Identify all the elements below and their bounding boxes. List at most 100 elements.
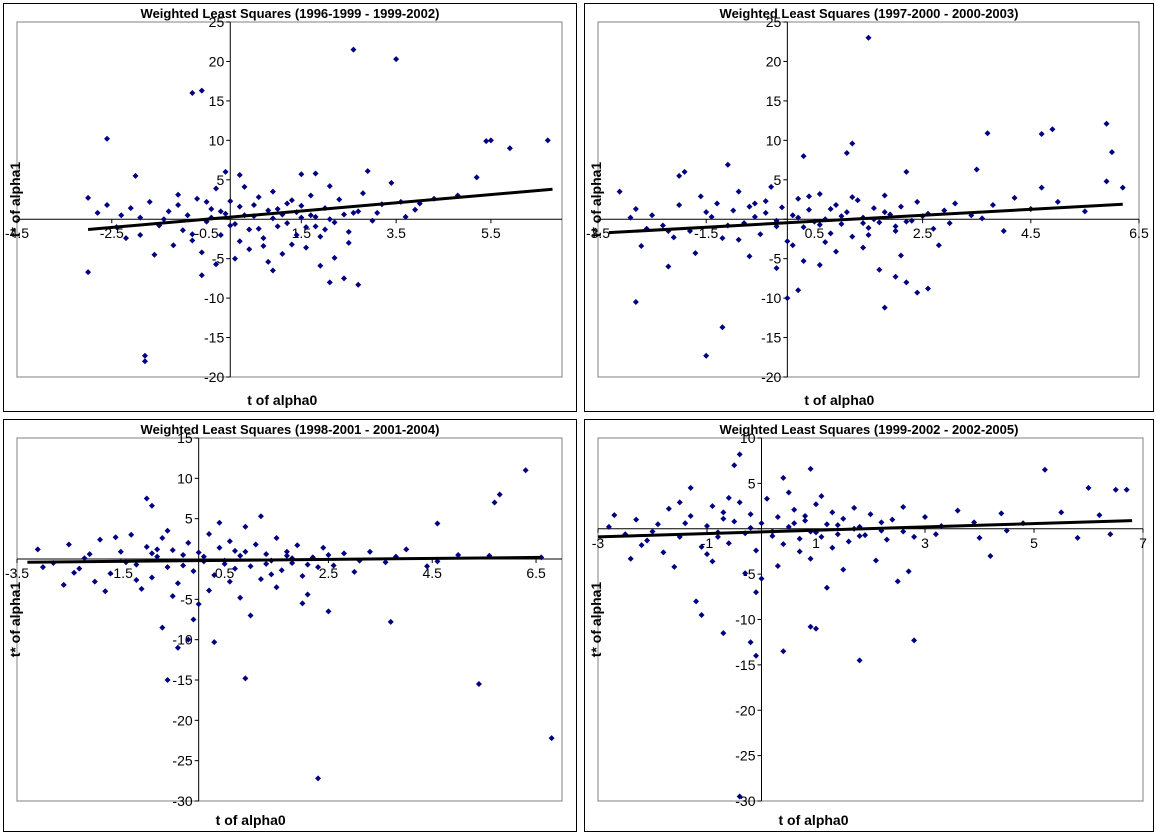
data-point [143,495,150,502]
data-point [778,204,785,211]
data-point [217,232,224,238]
data-point [984,130,991,137]
data-point [1096,512,1103,519]
data-point [359,190,366,197]
data-point [164,527,171,534]
data-point [403,546,410,553]
data-point [878,519,885,526]
data-point [222,168,229,175]
data-point [190,568,197,575]
data-point [736,793,743,800]
data-point [137,232,144,238]
data-point [165,208,172,215]
data-point [274,223,281,230]
plot-area [597,437,1144,802]
data-point [862,532,869,539]
x-tick-label: 4.5 [1021,225,1041,241]
data-point [816,261,823,268]
data-point [897,203,904,210]
data-point [221,560,228,567]
data-point [762,198,769,205]
data-point [257,513,264,520]
data-point [279,250,286,257]
data-point [791,506,798,513]
data-point [660,549,667,556]
data-point [369,217,376,224]
data-point [987,552,994,559]
data-point [315,775,322,782]
data-point [71,569,78,576]
chart-title: Weighted Least Squares (1999-2002 - 2002… [720,422,1019,437]
data-point [856,533,863,540]
data-point [257,576,264,583]
data-point [102,588,109,595]
data-point [133,561,140,568]
y-tick-label: -5 [743,566,756,582]
y-tick-label: 20 [766,53,782,69]
data-point [269,215,276,222]
data-point [816,221,823,228]
data-point [785,523,792,530]
scatter-chart-1: Weighted Least Squares (1996-1999 - 1999… [5,6,563,408]
data-point [795,214,802,221]
data-point [838,220,845,227]
data-point [627,214,634,221]
data-point [242,523,249,530]
data-point [611,512,618,519]
x-tick-label: 2.5 [913,225,933,241]
data-point [298,202,305,209]
data-point [355,281,362,288]
data-point [735,188,742,195]
data-point [892,223,899,230]
data-point [312,170,319,177]
data-point [268,571,275,578]
scatter-chart-3: Weighted Least Squares (1998-2001 - 2001… [5,422,563,828]
data-point [217,208,224,215]
data-point [796,535,803,542]
data-point [840,566,847,573]
data-point [762,209,769,216]
data-point [763,495,770,502]
data-point [1103,120,1110,127]
data-point [905,568,912,575]
x-tick-label: 1 [812,535,820,551]
data-point [795,287,802,294]
data-point [85,269,92,276]
data-point [211,639,218,646]
data-point [813,625,819,632]
data-point [1085,484,1092,491]
y-axis-title: t* of alpha1 [588,162,604,238]
data-point [374,209,381,216]
data-point [800,224,807,231]
scatter-chart-2: Weighted Least Squares (1997-2000 - 2000… [586,6,1149,408]
data-point [491,499,498,506]
chart-title: Weighted Least Squares (1996-1999 - 1999… [141,6,440,21]
data-point [141,358,148,365]
data-point [892,273,899,280]
data-point [39,564,46,571]
data-point [746,203,753,210]
y-tick-label: -20 [204,369,224,385]
data-point [843,209,850,216]
data-point [455,551,462,558]
data-point [164,564,171,571]
data-point [307,212,314,219]
data-point [747,639,754,646]
data-point [773,265,780,272]
data-point [1108,149,1115,156]
x-axis-title: t of alpha0 [804,392,874,408]
data-point [818,533,825,540]
y-tick-label: 10 [766,132,782,148]
x-tick-label: 0.5 [215,565,235,581]
data-point [892,228,899,235]
data-point [250,202,257,209]
data-point [189,231,196,238]
data-point [107,570,114,577]
data-point [976,534,983,541]
chart-panel-2: Weighted Least Squares (1997-2000 - 2000… [584,3,1154,412]
data-point [1058,509,1065,516]
data-point [922,513,928,520]
data-point [708,213,715,220]
data-point [506,145,513,152]
data-point [840,515,847,522]
